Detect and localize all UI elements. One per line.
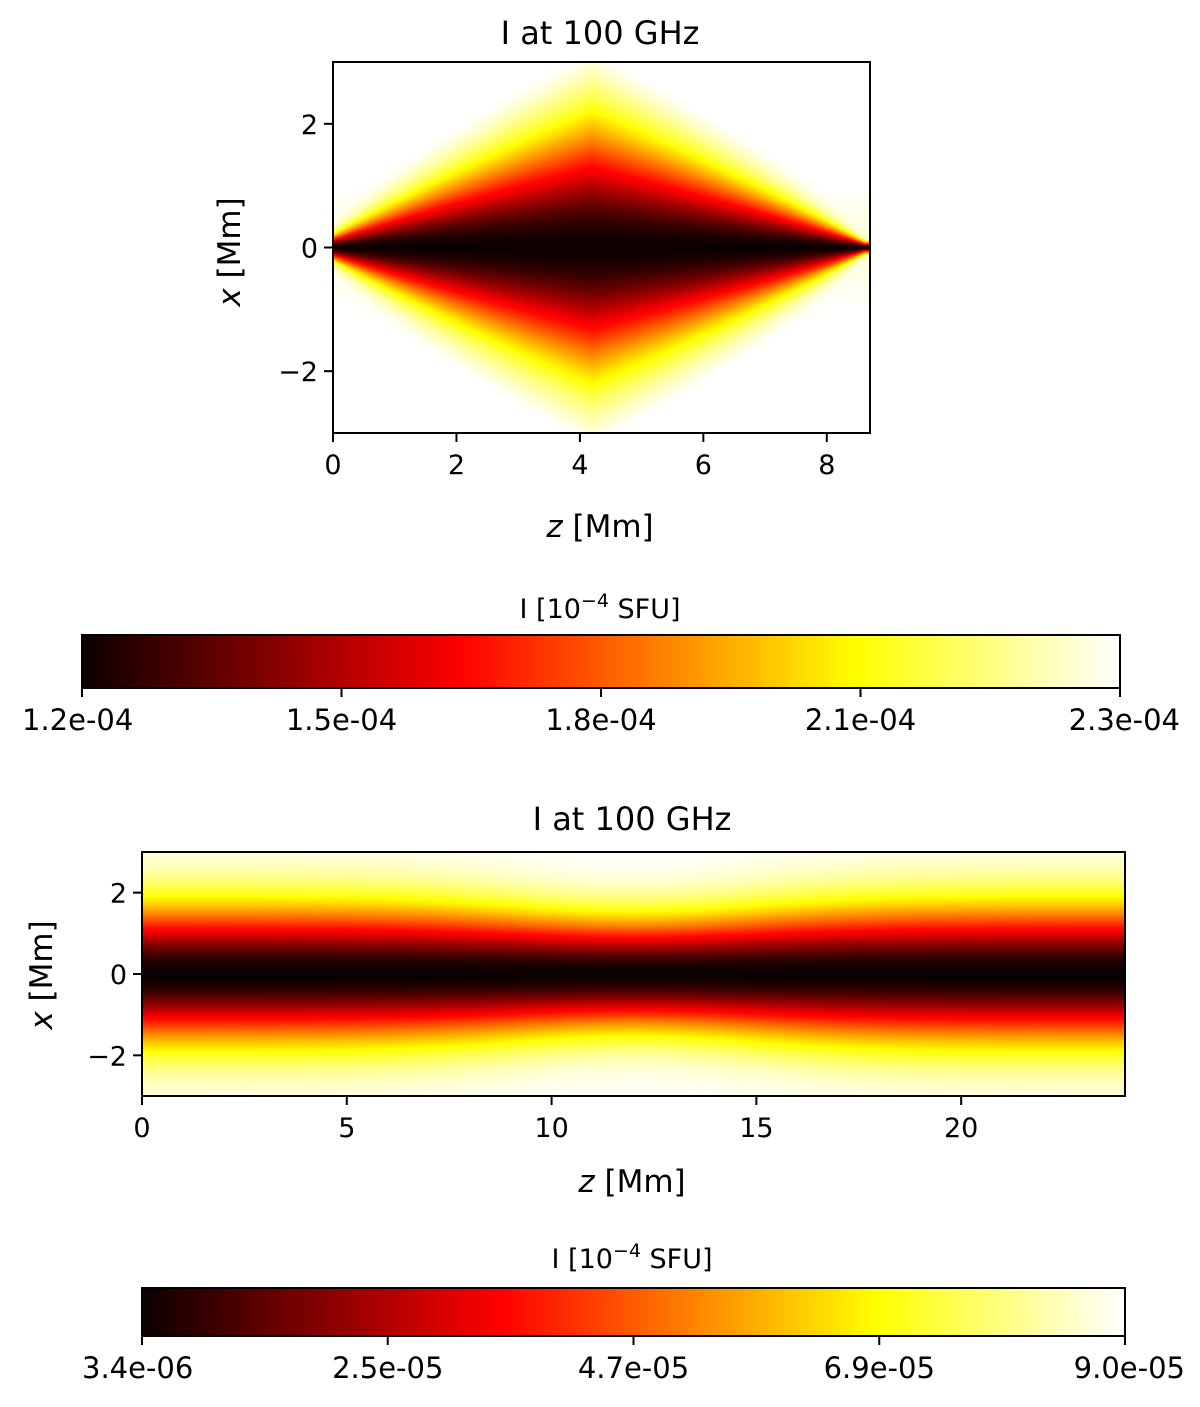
colorbar-1-tick-label: 1.5e-04 <box>286 703 397 737</box>
panel-2-title: I at 100 GHz <box>533 800 732 838</box>
colorbar-1-tick-label: 2.1e-04 <box>805 703 916 737</box>
panel-2-ticks: 0 5 10 15 20 −2 0 2 <box>87 879 978 1144</box>
heatmap-panel-1: I at 100 GHz 0 2 4 6 8 −2 0 2 z [Mm] x [Mm] <box>212 14 871 545</box>
colorbar-1-bar <box>81 634 1121 689</box>
colorbar-1-ticks: 1.2e-04 1.5e-04 1.8e-04 2.1e-04 2.3e-04 <box>22 688 1180 737</box>
colorbar-1-tick-label: 1.8e-04 <box>545 703 656 737</box>
colorbar-2-tick-label: 9.0e-05 <box>1074 1351 1185 1385</box>
panel-2-xtick-label: 20 <box>944 1113 978 1144</box>
panel-2-ytick-label: 0 <box>110 960 127 991</box>
colorbar-1-tick-label: 2.3e-04 <box>1069 703 1180 737</box>
panel-2-xtick-label: 0 <box>133 1113 150 1144</box>
colorbar-2-tick-label: 6.9e-05 <box>824 1351 935 1385</box>
panel-1-heatmap-image <box>333 62 870 433</box>
panel-2-ytick-label: −2 <box>87 1041 127 1072</box>
colorbar-1-label: I [10−4 SFU] <box>519 590 680 625</box>
panel-2-xtick-label: 10 <box>534 1113 568 1144</box>
panel-1-ylabel: x [Mm] <box>212 197 248 307</box>
panel-1-xtick-label: 6 <box>695 450 712 481</box>
panel-2-xlabel: z [Mm] <box>577 1164 685 1200</box>
colorbar-1: I [10−4 SFU] 1.2e-04 1.5e-04 1.8e-04 2.1e-0… <box>22 590 1180 737</box>
panel-1-ytick-label: 0 <box>301 234 318 265</box>
panel-1-xtick-label: 4 <box>571 450 588 481</box>
panel-1-xtick-label: 2 <box>448 450 465 481</box>
panel-2-ylabel: x [Mm] <box>24 920 60 1030</box>
panel-1-ytick-label: 2 <box>301 110 318 141</box>
colorbar-2-tick-label: 4.7e-05 <box>578 1351 689 1385</box>
colorbar-2-bar <box>141 1287 1126 1337</box>
colorbar-1-tick-label: 1.2e-04 <box>22 703 133 737</box>
panel-1-xlabel: z [Mm] <box>545 509 653 545</box>
panel-2-ytick-label: 2 <box>110 879 127 910</box>
panel-1-ticks: 0 2 4 6 8 −2 0 2 <box>278 110 835 481</box>
colorbar-2-tick-label: 3.4e-06 <box>82 1351 193 1385</box>
panel-2-xtick-label: 15 <box>739 1113 773 1144</box>
heatmap-panel-2: I at 100 GHz 0 5 10 15 20 −2 0 2 z [Mm] x [Mm] <box>24 800 1126 1200</box>
colorbar-2-ticks: 3.4e-06 2.5e-05 4.7e-05 6.9e-05 9.0e-05 <box>82 1336 1185 1385</box>
panel-1-title: I at 100 GHz <box>501 14 700 52</box>
colorbar-2: I [10−4 SFU] 3.4e-06 2.5e-05 4.7e-05 6.9e-0… <box>82 1240 1185 1385</box>
panel-1-ytick-label: −2 <box>278 357 318 388</box>
panel-1-xtick-label: 0 <box>324 450 341 481</box>
colorbar-2-tick-label: 2.5e-05 <box>332 1351 443 1385</box>
colorbar-2-label: I [10−4 SFU] <box>551 1240 712 1275</box>
panel-1-xtick-label: 8 <box>818 450 835 481</box>
panel-2-xtick-label: 5 <box>338 1113 355 1144</box>
panel-2-heatmap-image <box>142 852 1125 1096</box>
